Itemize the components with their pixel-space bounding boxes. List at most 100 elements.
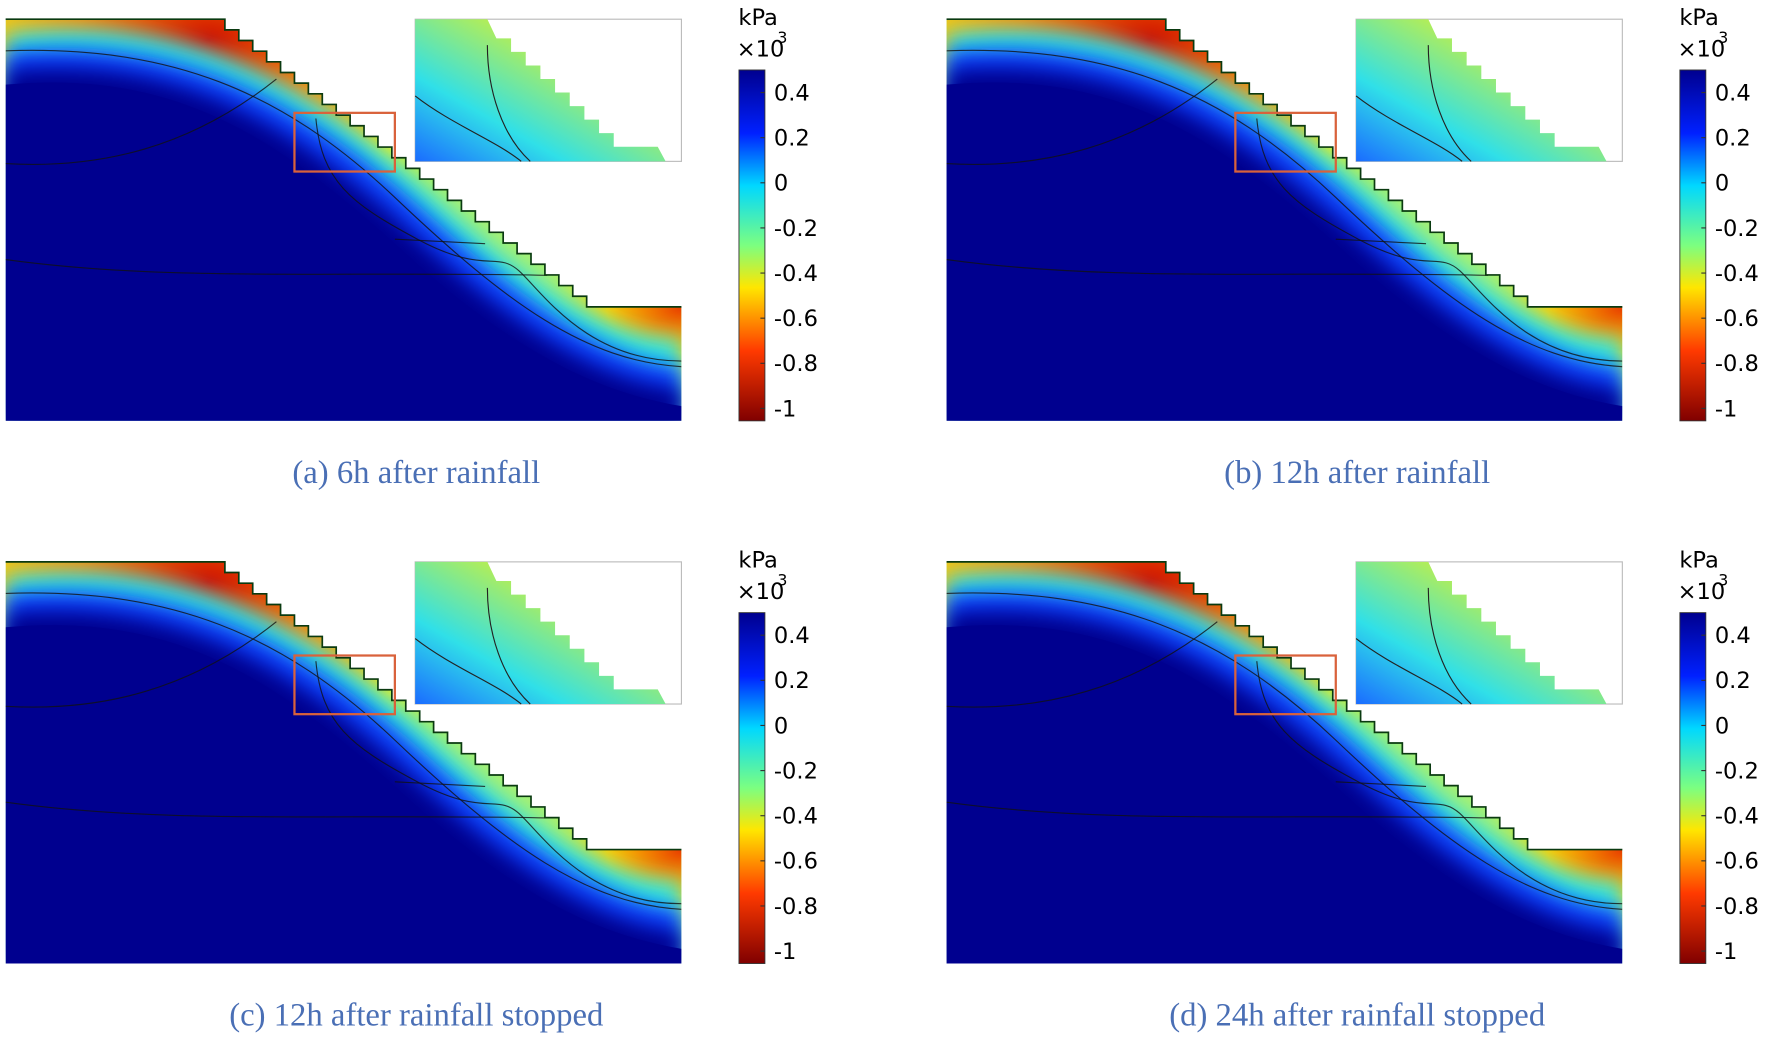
caption: (b) 12h after rainfall — [1224, 455, 1490, 491]
panel: kPa ×103 0.4 0.2 0 -0.2 -0.4 -0.6 -0.8 -1 (b) 12h … — [946, 5, 1759, 491]
colorbar-tick-label: -0.8 — [1715, 351, 1759, 377]
contour-line — [5, 49, 682, 368]
contour-line — [5, 621, 277, 708]
colorbar-exponent: 3 — [777, 28, 787, 47]
inset-line — [1355, 95, 1463, 162]
panel: kPa ×103 0.4 0.2 0 -0.2 -0.4 -0.6 -0.8 -1 (d) 24h … — [946, 548, 1759, 1034]
slope-outline — [946, 18, 1623, 308]
slope-outline — [5, 18, 682, 308]
contour-line — [394, 238, 486, 245]
colorbar-tick-label: 0.2 — [1715, 126, 1751, 152]
contour-line — [946, 49, 1623, 368]
colorbar-tick-label: 0.2 — [774, 668, 810, 694]
caption: (c) 12h after rainfall stopped — [229, 998, 603, 1034]
colorbar-tick-label: -0.2 — [774, 216, 818, 242]
colorbar-tick-label: 0 — [774, 713, 788, 739]
contour-line — [946, 621, 1218, 708]
contour-line — [5, 78, 277, 165]
inset-line — [486, 45, 531, 162]
contour-line — [394, 781, 486, 787]
colorbar-tick-label: 0.4 — [774, 623, 810, 649]
zoom-box — [1234, 111, 1337, 173]
zoom-box — [1234, 654, 1337, 716]
field-deep-core — [5, 625, 682, 964]
colorbar-tick-label: 0 — [1715, 171, 1729, 197]
contour-line — [5, 592, 682, 910]
field-deep-core — [946, 82, 1623, 421]
contour-line — [5, 801, 548, 819]
colorbar-multiplier: ×10 — [737, 579, 785, 605]
colorbar-tick-label: -1 — [774, 396, 796, 422]
contour-line — [315, 661, 682, 905]
inset-field — [415, 19, 666, 162]
colorbar-tick-label: 0.4 — [1715, 623, 1751, 649]
zoom-box — [293, 654, 396, 716]
zoom-box — [293, 111, 396, 173]
colorbar-exponent: 3 — [1718, 28, 1728, 47]
colorbar-tick-label: -1 — [1715, 939, 1737, 965]
colorbar-exponent: 3 — [1718, 571, 1728, 590]
field-deep-core — [5, 82, 682, 421]
inset-line — [414, 638, 522, 705]
inset-field — [415, 561, 666, 705]
colorbar-unit: kPa — [1679, 5, 1718, 31]
slope-outline — [946, 561, 1623, 851]
colorbar-tick-label: -0.4 — [774, 804, 818, 830]
colorbar-tick-label: 0.2 — [774, 126, 810, 152]
colorbar-tick-label: -0.6 — [1715, 306, 1759, 332]
colorbar-tick-label: -1 — [1715, 396, 1737, 422]
contour-line — [5, 258, 548, 276]
contour-line — [1335, 781, 1427, 787]
inset-line — [1427, 587, 1472, 705]
colorbar-multiplier: ×10 — [1678, 579, 1726, 605]
inset-line — [1427, 45, 1472, 162]
colorbar-tick-label: -0.2 — [1715, 758, 1759, 784]
colorbar-tick-label: -0.2 — [774, 758, 818, 784]
colorbar-unit: kPa — [1679, 548, 1718, 574]
panel: kPa ×103 0.4 0.2 0 -0.2 -0.4 -0.6 -0.8 -1 (c) 12h … — [5, 548, 818, 1034]
contour-line — [1256, 661, 1623, 905]
colorbar-tick-label: -0.6 — [774, 306, 818, 332]
contour-line — [946, 78, 1218, 165]
contour-line — [946, 592, 1623, 910]
colorbar-tick-label: -0.4 — [1715, 261, 1759, 287]
inset-line — [1355, 638, 1463, 705]
colorbar-unit: kPa — [738, 5, 777, 31]
colorbar-multiplier: ×10 — [737, 36, 785, 62]
contour-line — [1335, 238, 1427, 245]
contour-line — [1256, 118, 1623, 362]
contour-line — [946, 258, 1489, 276]
colorbar-tick-label: -0.6 — [774, 849, 818, 875]
colorbar-tick-label: -0.6 — [1715, 849, 1759, 875]
colorbar-tick-label: -1 — [774, 939, 796, 965]
inset-line — [414, 95, 522, 162]
colorbar-tick-label: 0.4 — [774, 80, 810, 106]
colorbar — [1679, 69, 1707, 422]
colorbar-tick-label: 0.4 — [1715, 80, 1751, 106]
slope-outline — [5, 561, 682, 851]
contour-line — [946, 801, 1489, 819]
colorbar-tick-label: -0.8 — [774, 894, 818, 920]
colorbar-tick-label: -0.4 — [774, 261, 818, 287]
colorbar — [738, 69, 766, 422]
colorbar-tick-label: 0.2 — [1715, 668, 1751, 694]
colorbar-tick-label: -0.2 — [1715, 216, 1759, 242]
colorbar-multiplier: ×10 — [1678, 36, 1726, 62]
colorbar-tick-label: -0.4 — [1715, 804, 1759, 830]
colorbar-tick-label: 0 — [774, 171, 788, 197]
colorbar-exponent: 3 — [777, 571, 787, 590]
inset-line — [486, 587, 531, 705]
caption: (a) 6h after rainfall — [292, 455, 540, 491]
caption: (d) 24h after rainfall stopped — [1169, 998, 1545, 1034]
colorbar-unit: kPa — [738, 548, 777, 574]
inset-field — [1356, 561, 1607, 705]
contour-line — [315, 118, 682, 362]
field-deep-core — [946, 625, 1623, 964]
inset-field — [1356, 19, 1607, 162]
colorbar-tick-label: 0 — [1715, 713, 1729, 739]
colorbar-tick-label: -0.8 — [1715, 894, 1759, 920]
colorbar — [1679, 612, 1707, 964]
panel: kPa ×103 0.4 0.2 0 -0.2 -0.4 -0.6 -0.8 -1 (a) 6h a… — [5, 5, 818, 491]
colorbar-tick-label: -0.8 — [774, 351, 818, 377]
